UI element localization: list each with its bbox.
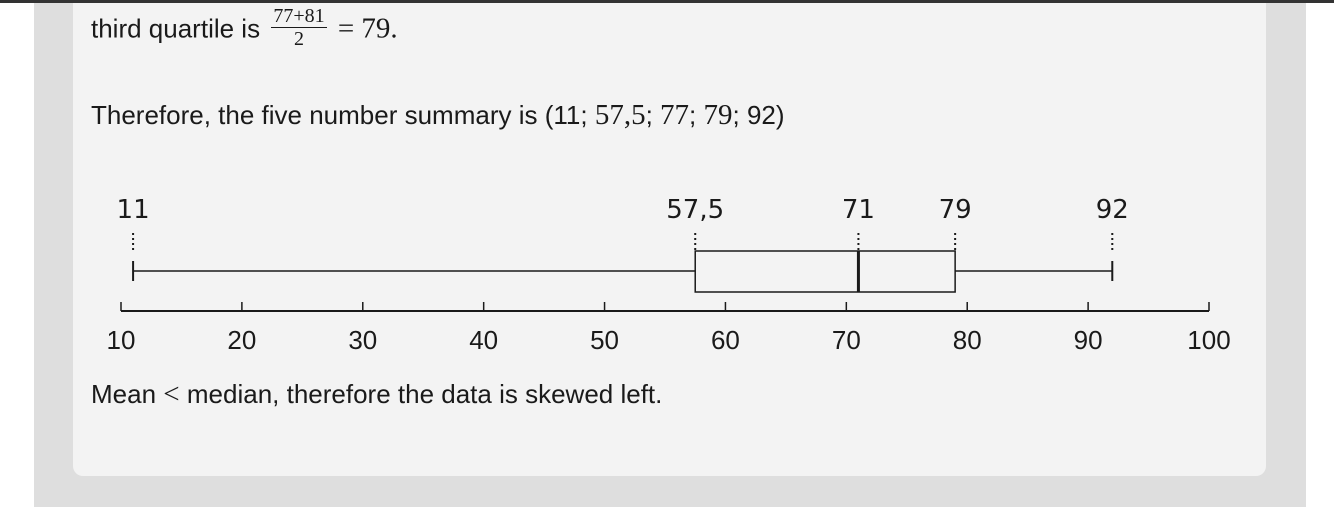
less-than-sign: <	[163, 378, 180, 410]
iqr-box	[694, 250, 956, 293]
x-axis-tick-label: 10	[107, 325, 136, 355]
solution-card	[73, 3, 1266, 476]
x-axis-tick-label: 30	[348, 325, 377, 355]
summary-q1: 57,5	[594, 99, 646, 131]
fraction-numerator: 77+81	[271, 5, 327, 28]
x-axis-tick-label: 100	[1187, 325, 1230, 355]
x-axis-tick-label: 60	[711, 325, 740, 355]
x-axis-tick-label: 20	[227, 325, 256, 355]
x-axis-tick-label: 40	[469, 325, 498, 355]
x-axis-tick-label: 90	[1074, 325, 1103, 355]
conclusion-suffix: median, therefore the data is skewed lef…	[186, 379, 663, 409]
conclusion-prefix: Mean	[91, 379, 157, 409]
summary-line: Therefore, the five number summary is (1…	[91, 99, 785, 132]
quartile-prefix: third quartile is	[91, 13, 261, 44]
q3-value-label: 79	[939, 195, 972, 225]
summary-suffix: ; 92)	[732, 100, 785, 130]
fraction-denominator: 2	[293, 28, 304, 50]
summary-sep: ;	[689, 100, 697, 130]
quartile-result: = 79.	[337, 12, 398, 45]
min-value-label: 11	[117, 195, 150, 225]
summary-prefix: Therefore, the five number summary is (1…	[91, 100, 588, 130]
summary-q3: 79	[703, 99, 733, 131]
q1-value-label: 57,5	[666, 195, 724, 225]
summary-sep: ;	[645, 100, 653, 130]
quartile-fraction: 77+81 2	[271, 5, 327, 50]
median-value-label: 71	[842, 195, 875, 225]
summary-median: 77	[660, 99, 690, 131]
top-divider	[0, 0, 1334, 3]
x-axis-tick-label: 70	[832, 325, 861, 355]
max-value-label: 92	[1096, 195, 1129, 225]
quartile-line: third quartile is 77+81 2 = 79.	[91, 5, 398, 53]
conclusion-line: Mean < median, therefore the data is ske…	[91, 378, 662, 411]
x-axis-tick-label: 50	[590, 325, 619, 355]
x-axis-tick-label: 80	[953, 325, 982, 355]
